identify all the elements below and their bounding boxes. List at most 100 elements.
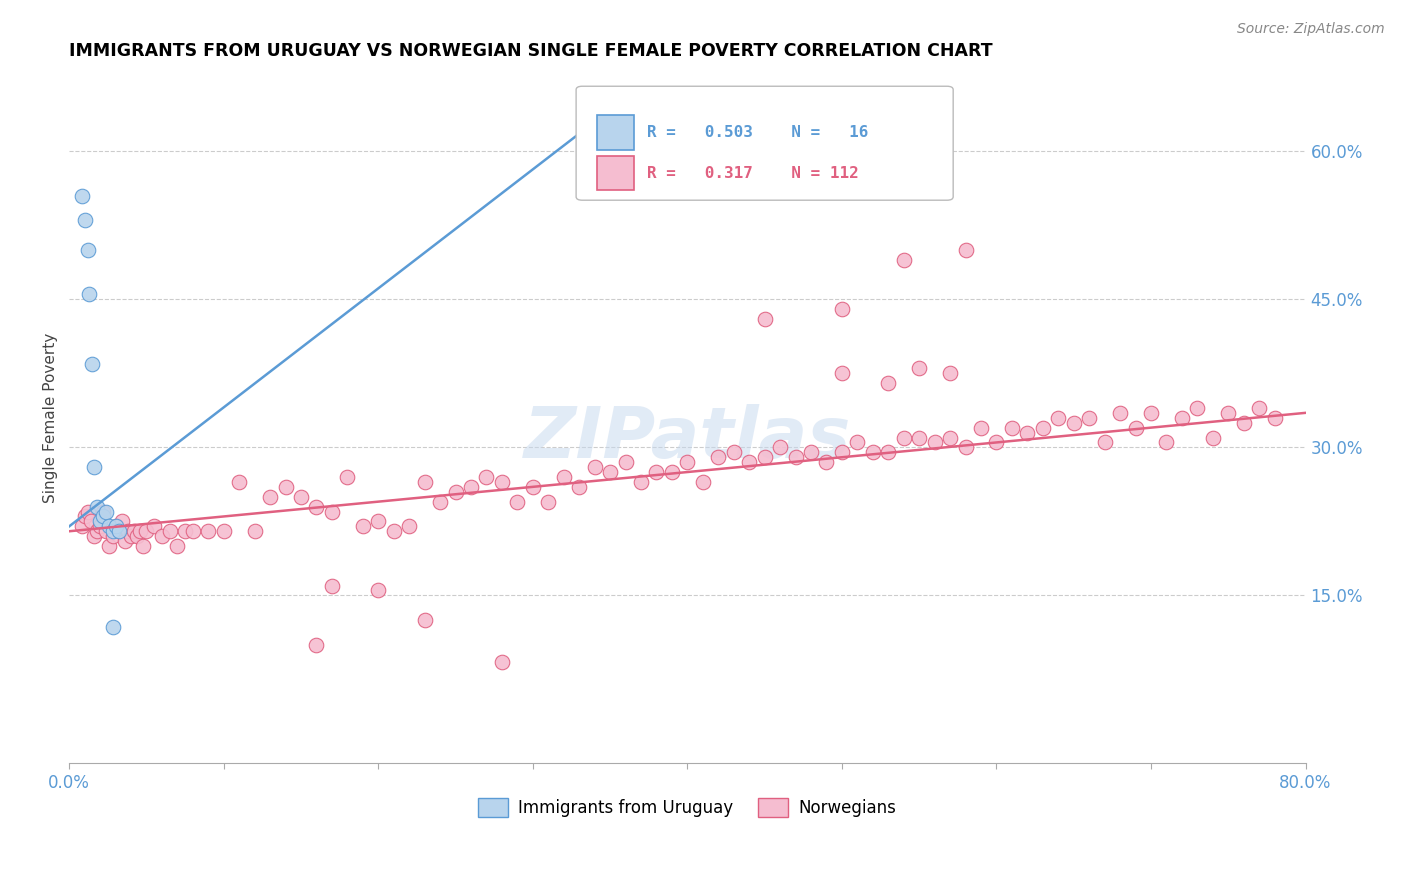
Point [82, 357, 104, 371]
FancyBboxPatch shape [598, 156, 634, 191]
Legend: Immigrants from Uruguay, Norwegians: Immigrants from Uruguay, Norwegians [471, 791, 903, 824]
Point [831, 302, 853, 317]
Point [243, 524, 266, 539]
Point [143, 519, 166, 533]
Point [831, 445, 853, 459]
Point [305, 638, 328, 652]
Point [1233, 416, 1256, 430]
Point [491, 475, 513, 489]
Point [398, 519, 420, 533]
Point [1017, 425, 1039, 440]
Point [692, 475, 714, 489]
Point [70, 519, 93, 533]
Point [862, 445, 884, 459]
Point [955, 441, 977, 455]
Point [707, 450, 730, 465]
Point [114, 534, 136, 549]
FancyBboxPatch shape [598, 115, 634, 150]
Point [336, 470, 359, 484]
Point [1202, 430, 1225, 444]
Point [274, 480, 297, 494]
FancyBboxPatch shape [576, 87, 953, 200]
Point [305, 500, 328, 514]
Point [537, 494, 560, 508]
Point [583, 125, 606, 139]
Point [73, 509, 96, 524]
Point [1171, 410, 1194, 425]
Point [877, 445, 900, 459]
Point [76, 243, 98, 257]
Point [96, 504, 118, 518]
Point [166, 539, 188, 553]
Point [614, 455, 637, 469]
Point [1125, 420, 1147, 434]
Point [939, 367, 962, 381]
Point [367, 583, 389, 598]
Text: IMMIGRANTS FROM URUGUAY VS NORWEGIAN SINGLE FEMALE POVERTY CORRELATION CHART: IMMIGRANTS FROM URUGUAY VS NORWEGIAN SIN… [69, 42, 993, 60]
Point [91, 504, 114, 518]
Point [132, 539, 155, 553]
Point [970, 420, 993, 434]
Point [107, 524, 129, 539]
Point [1078, 410, 1101, 425]
Point [367, 515, 389, 529]
Point [80, 515, 103, 529]
Point [352, 519, 374, 533]
Point [754, 450, 776, 465]
Point [101, 529, 124, 543]
Point [174, 524, 197, 539]
Point [645, 465, 668, 479]
Point [723, 445, 745, 459]
Point [197, 524, 219, 539]
Point [475, 470, 498, 484]
Point [429, 494, 451, 508]
Point [127, 529, 149, 543]
Point [800, 445, 823, 459]
Point [769, 441, 792, 455]
Point [89, 515, 111, 529]
Point [553, 470, 575, 484]
Point [785, 450, 807, 465]
Point [460, 480, 482, 494]
Point [939, 430, 962, 444]
Point [506, 494, 529, 508]
Point [382, 524, 405, 539]
Point [321, 504, 343, 518]
Point [1264, 410, 1286, 425]
Point [101, 524, 124, 539]
Point [599, 465, 621, 479]
Text: R =   0.317    N = 112: R = 0.317 N = 112 [647, 166, 858, 181]
Point [96, 524, 118, 539]
Point [846, 435, 869, 450]
Point [107, 524, 129, 539]
Point [908, 361, 931, 376]
Point [908, 430, 931, 444]
Point [73, 213, 96, 227]
Point [89, 519, 111, 533]
Point [290, 490, 312, 504]
Point [1063, 416, 1085, 430]
Point [754, 312, 776, 326]
Point [259, 490, 281, 504]
Point [1032, 420, 1054, 434]
Point [86, 524, 108, 539]
Y-axis label: Single Female Poverty: Single Female Poverty [44, 333, 58, 503]
Text: R =   0.503    N =   16: R = 0.503 N = 16 [647, 125, 868, 140]
Point [413, 613, 436, 627]
Point [181, 524, 204, 539]
Point [413, 475, 436, 489]
Point [79, 287, 101, 301]
Point [1218, 406, 1240, 420]
Point [91, 509, 114, 524]
Point [630, 475, 652, 489]
Point [738, 455, 761, 469]
Point [159, 524, 181, 539]
Point [583, 460, 606, 475]
Point [924, 435, 946, 450]
Point [101, 620, 124, 634]
Point [1047, 410, 1070, 425]
Point [1249, 401, 1271, 415]
Point [321, 578, 343, 592]
Point [98, 539, 121, 553]
Point [676, 455, 699, 469]
